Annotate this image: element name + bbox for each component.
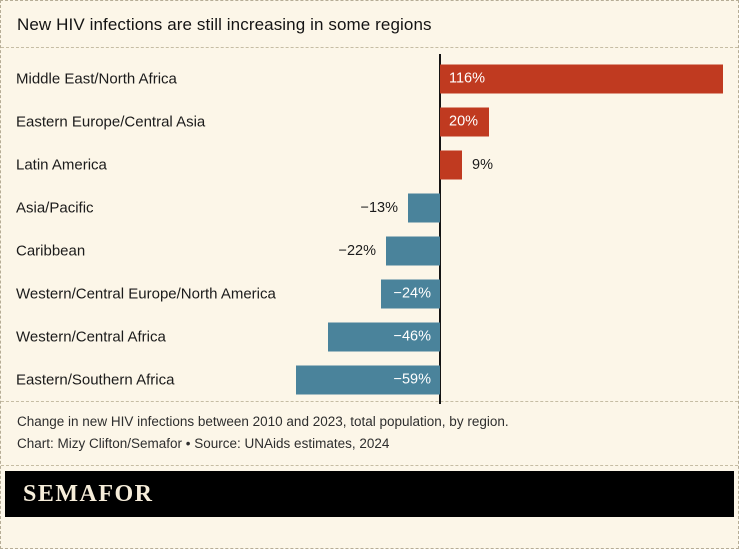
category-label: Western/Central Africa (16, 328, 166, 345)
value-label: −22% (338, 242, 377, 259)
separator-middle (1, 401, 738, 402)
chart-caption: Change in new HIV infections between 201… (17, 414, 509, 429)
value-label: 9% (472, 156, 493, 173)
chart-title: New HIV infections are still increasing … (17, 15, 432, 34)
bar-negative: −46% (328, 322, 440, 351)
chart-row: Western/Central Africa −46% (1, 315, 738, 358)
value-label: −46% (393, 328, 432, 345)
bar-negative (408, 193, 440, 222)
chart-row: Western/Central Europe/North America −24% (1, 272, 738, 315)
category-label: Asia/Pacific (16, 199, 94, 216)
chart-row: Eastern/Southern Africa −59% (1, 358, 738, 401)
bar-chart: Middle East/North Africa 116% Eastern Euro… (1, 54, 738, 404)
value-label: −24% (393, 285, 432, 302)
bar-negative (386, 236, 440, 265)
chart-row: Middle East/North Africa 116% (1, 57, 738, 100)
category-label: Middle East/North Africa (16, 70, 177, 87)
bar-negative: −24% (381, 279, 440, 308)
value-label: 20% (449, 113, 479, 130)
category-label: Eastern/Southern Africa (16, 371, 175, 388)
value-label: −59% (393, 371, 432, 388)
bar-positive: 116% (440, 64, 723, 93)
category-label: Caribbean (16, 242, 86, 259)
chart-row: Asia/Pacific −13% (1, 186, 738, 229)
chart-credit: Chart: Mizy Clifton/Semafor • Source: UN… (17, 436, 390, 451)
chart-row: Latin America 9% (1, 143, 738, 186)
zero-axis (439, 54, 441, 404)
category-label: Latin America (16, 156, 107, 173)
value-label: 116% (449, 70, 486, 87)
bar-positive: 20% (440, 107, 489, 136)
separator-bottom (1, 465, 738, 466)
chart-row: Eastern Europe/Central Asia 20% (1, 100, 738, 143)
chart-row: Caribbean −22% (1, 229, 738, 272)
value-label: −13% (360, 199, 399, 216)
bar-negative: −59% (296, 365, 440, 394)
semafor-logo: SEMAFOR (23, 480, 154, 507)
category-label: Western/Central Europe/North America (16, 285, 276, 302)
separator-top (1, 47, 738, 48)
category-label: Eastern Europe/Central Asia (16, 113, 206, 130)
footer-bar: SEMAFOR (5, 471, 734, 517)
bar-positive (440, 150, 462, 179)
